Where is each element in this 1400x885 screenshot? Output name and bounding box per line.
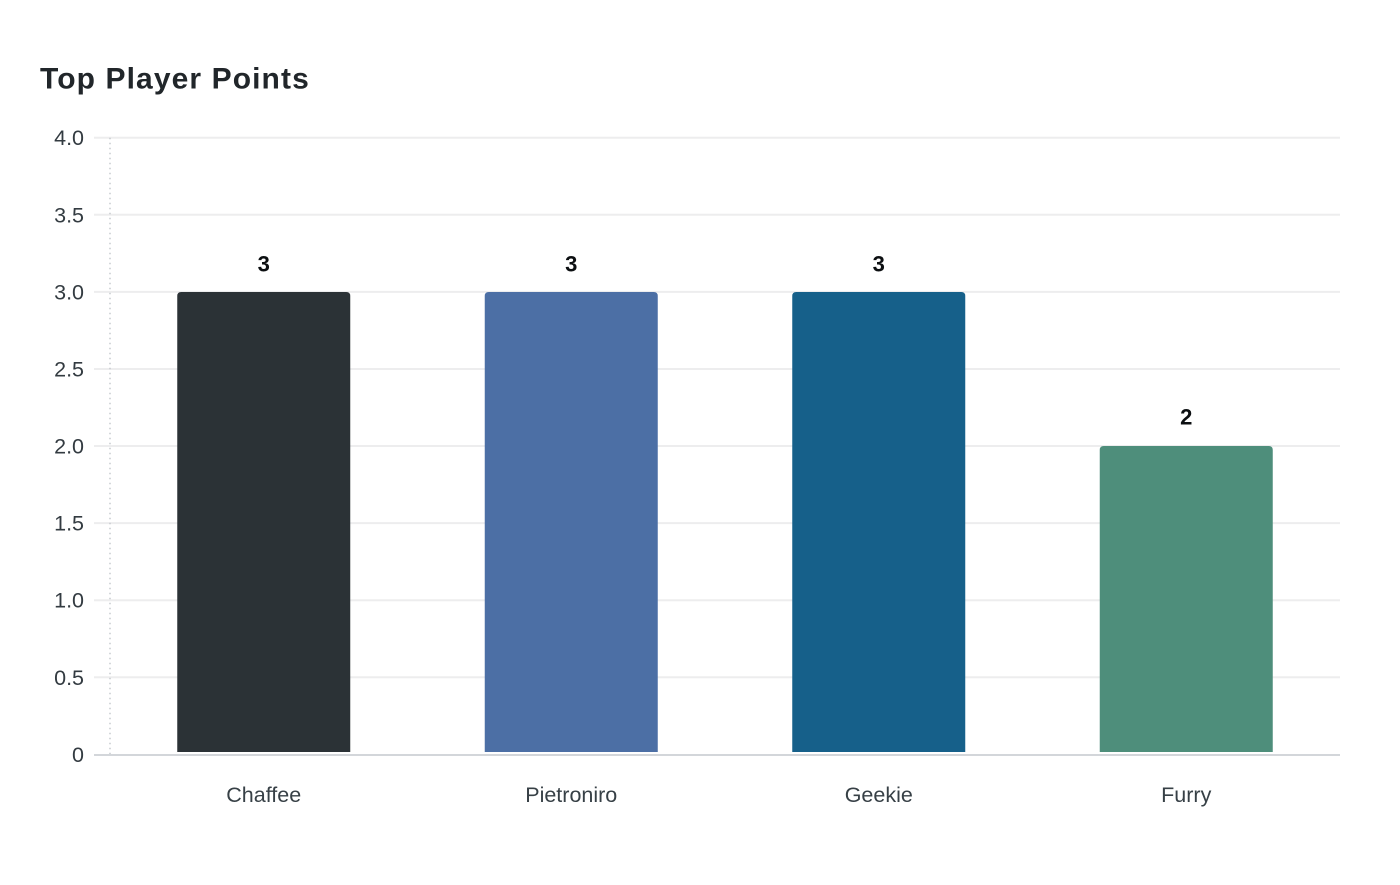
- svg-text:4.0: 4.0: [54, 126, 84, 150]
- svg-text:0.5: 0.5: [54, 666, 84, 690]
- svg-text:3.5: 3.5: [54, 203, 84, 227]
- svg-text:Top Player Points: Top Player Points: [40, 62, 310, 95]
- svg-text:3: 3: [565, 252, 577, 277]
- svg-text:2.5: 2.5: [54, 358, 84, 382]
- svg-text:2: 2: [1180, 405, 1192, 430]
- svg-text:3: 3: [258, 252, 270, 277]
- svg-text:Chaffee: Chaffee: [226, 783, 301, 807]
- svg-text:Furry: Furry: [1161, 783, 1211, 807]
- svg-text:1.5: 1.5: [54, 512, 84, 536]
- svg-text:Pietroniro: Pietroniro: [525, 783, 617, 807]
- svg-text:1.0: 1.0: [54, 589, 84, 613]
- svg-text:3.0: 3.0: [54, 280, 84, 304]
- svg-text:Geekie: Geekie: [845, 783, 913, 807]
- svg-text:0: 0: [72, 743, 84, 767]
- svg-text:3: 3: [873, 252, 885, 277]
- svg-text:2.0: 2.0: [54, 435, 84, 459]
